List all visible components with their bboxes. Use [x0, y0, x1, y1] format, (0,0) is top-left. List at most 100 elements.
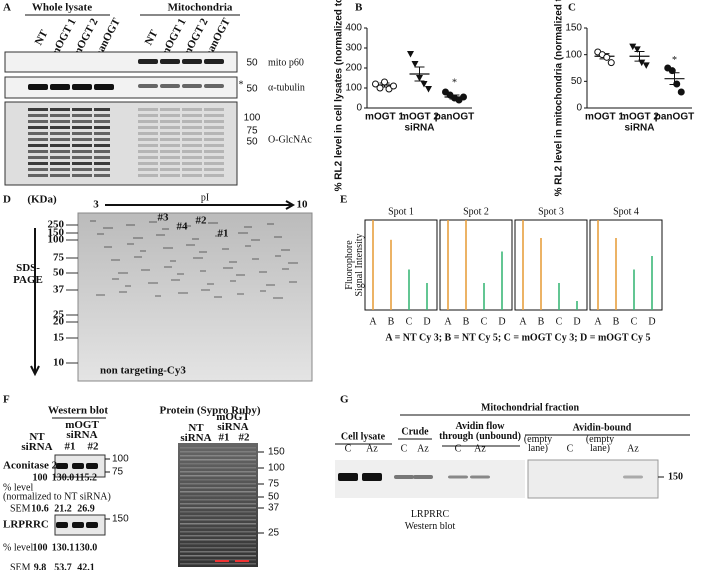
band	[86, 463, 98, 469]
gel-spot	[289, 281, 297, 283]
band	[72, 108, 92, 111]
gel-band	[180, 563, 256, 565]
gel-spot	[97, 233, 104, 235]
y-axis-label: % RL2 level in mitochondria (normalized …	[554, 0, 565, 196]
label-line: mOGT	[65, 419, 99, 431]
band	[204, 168, 224, 171]
gel-spot	[215, 235, 221, 237]
band	[138, 114, 158, 117]
legend: A = NT Cy 3; B = NT Cy 5; C = mOGT Cy 3;…	[385, 332, 650, 343]
band	[413, 475, 433, 479]
label-line: SDS-	[16, 262, 40, 274]
marker: 20	[53, 316, 65, 328]
lane-label: Az	[417, 443, 429, 454]
spot-label: #4	[177, 221, 189, 233]
gel-spot	[199, 251, 207, 253]
band	[28, 114, 48, 117]
x-tick-label: B	[538, 316, 545, 327]
band	[182, 84, 202, 88]
gel-spot	[177, 273, 184, 275]
blot	[527, 459, 659, 499]
gel-band	[180, 491, 256, 493]
band	[94, 168, 110, 171]
lane-label: C	[345, 443, 352, 454]
band	[72, 156, 92, 159]
pi-arrow	[105, 200, 296, 210]
band	[182, 174, 202, 177]
gel-spot	[127, 243, 134, 245]
band	[182, 138, 202, 141]
band	[204, 132, 224, 135]
band	[470, 475, 490, 479]
band	[362, 473, 382, 481]
pi-label: pI	[201, 192, 209, 203]
x-axis-label: siRNA	[624, 123, 654, 134]
significance: *	[672, 55, 677, 66]
band	[72, 120, 92, 123]
band	[72, 150, 92, 153]
gel-spot	[111, 259, 120, 261]
band	[623, 475, 643, 479]
band	[50, 126, 70, 129]
x-tick-label: panOGT	[435, 112, 474, 123]
gel-spot	[267, 223, 274, 225]
lane-label: #1	[219, 432, 230, 444]
gel-band	[180, 487, 256, 489]
band	[28, 120, 48, 123]
label-line: siRNA	[180, 432, 211, 444]
gel	[178, 443, 258, 567]
x-tick-label: D	[648, 316, 655, 327]
marker: 100	[48, 234, 65, 246]
blot	[4, 76, 238, 99]
data-point	[607, 59, 615, 67]
gel-spot	[214, 296, 222, 298]
gel-spot	[171, 279, 180, 281]
blot-name: α-tubulin	[268, 82, 305, 93]
data-point	[460, 93, 467, 101]
y-tick-label: 100	[565, 49, 582, 60]
lane-label: C	[567, 443, 574, 454]
band	[204, 174, 224, 177]
data-point	[425, 86, 432, 93]
lane-label: Az	[627, 443, 639, 454]
marker: 15	[53, 332, 65, 344]
band	[72, 174, 92, 177]
x-tick-label: C	[481, 316, 488, 327]
band	[160, 108, 180, 111]
gel-band	[180, 531, 256, 533]
gel-band	[180, 499, 256, 501]
lane-label: #2	[239, 432, 251, 444]
band	[394, 475, 414, 479]
x-tick-label: panOGT	[655, 112, 694, 123]
band	[160, 84, 180, 88]
data-point	[407, 51, 414, 58]
marker: 150	[668, 471, 683, 482]
unit: (KDa)	[27, 194, 57, 206]
caption: non targeting-Cy3	[100, 365, 186, 377]
lane-label: NT siRNA	[21, 431, 52, 453]
gel-spot	[251, 239, 260, 241]
x-tick-label: A	[444, 316, 452, 327]
band	[94, 150, 110, 153]
section-title: Western blot	[48, 405, 109, 417]
gel-spot	[126, 224, 135, 226]
x-tick-label: C	[406, 316, 413, 327]
gel-spot	[266, 284, 275, 286]
band	[338, 473, 358, 481]
marker: 50	[246, 58, 258, 69]
section-title: Protein (Sypro Ruby)	[159, 405, 260, 417]
group-label: Avidin-bound	[573, 422, 632, 433]
marker: 50	[246, 84, 258, 95]
lane-label: Az	[474, 443, 486, 454]
marker: 75	[53, 252, 65, 264]
x-tick-label: C	[631, 316, 638, 327]
y-tick-label: 0	[576, 103, 582, 114]
sem-value: 10.6	[31, 503, 49, 514]
lane-label: (empty lane)	[524, 434, 552, 454]
band	[94, 144, 110, 147]
band	[50, 138, 70, 141]
label-line: NT	[29, 431, 45, 443]
gel-band	[180, 551, 256, 553]
band	[28, 168, 48, 171]
x-tick-label: mOGT 1	[585, 112, 624, 123]
